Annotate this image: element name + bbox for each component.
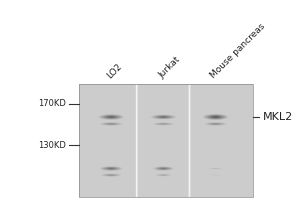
Text: LO2: LO2 xyxy=(105,62,123,80)
Text: MKL2: MKL2 xyxy=(263,112,293,122)
Text: 170KD: 170KD xyxy=(39,99,66,108)
Bar xyxy=(80,84,253,197)
Text: Mouse pancreas: Mouse pancreas xyxy=(209,22,267,80)
Text: Jurkat: Jurkat xyxy=(157,55,182,80)
Text: 130KD: 130KD xyxy=(39,141,66,150)
